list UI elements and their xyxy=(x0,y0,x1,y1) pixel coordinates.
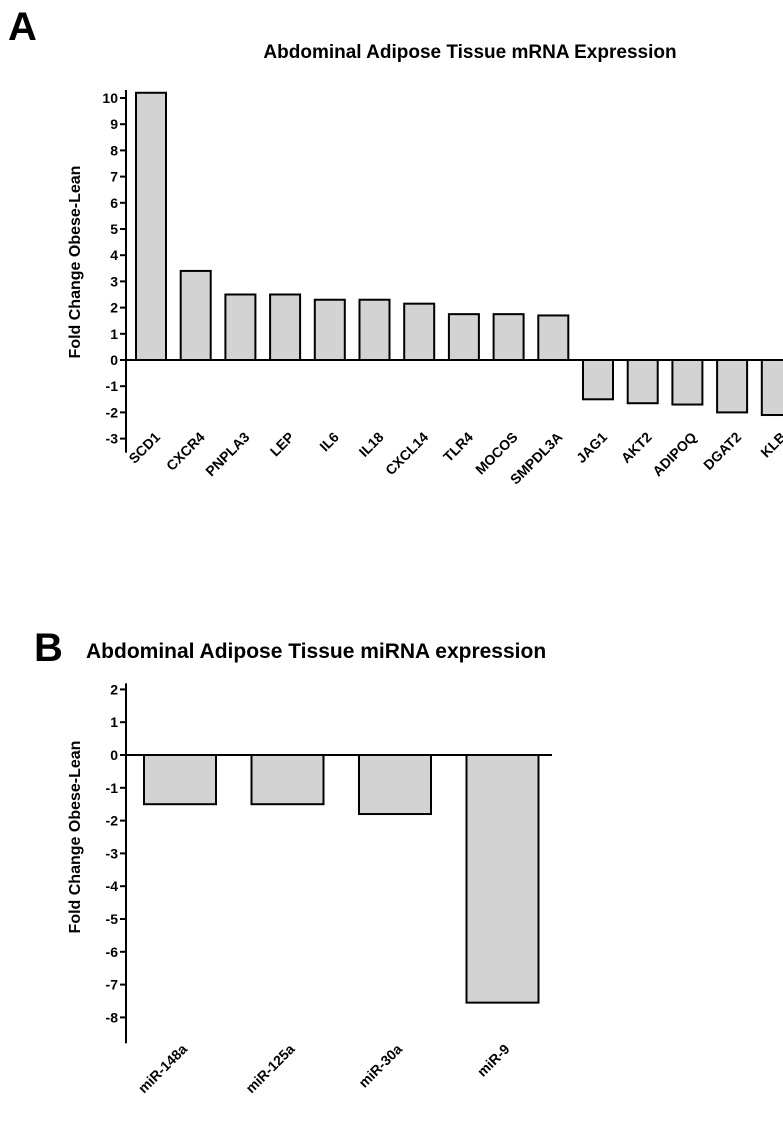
panel-a-category-label: DGAT2 xyxy=(700,429,744,473)
panel-b-letter: B xyxy=(34,626,63,670)
panel-a-y-tick-label: 5 xyxy=(110,221,118,237)
panel-a-category-label: ADIPOQ xyxy=(649,429,699,479)
panel-b-category-labels: miR-148a miR-125a miR-30a miR-9 xyxy=(135,1041,513,1096)
panel-b-y-tick-label: -1 xyxy=(106,780,119,796)
panel-b-y-tick-label: 0 xyxy=(110,747,118,763)
panel-a-category-label: JAG1 xyxy=(573,429,610,466)
panel-a-bar-dgat2 xyxy=(716,359,749,414)
panel-b-y-tick-label: -2 xyxy=(106,813,119,829)
panel-b-category-label: miR-148a xyxy=(135,1041,190,1096)
panel-b-bar-mir-9 xyxy=(465,754,540,1004)
panel-b-y-tick-label: -5 xyxy=(106,911,119,927)
panel-b: B Abdominal Adipose Tissue miRNA express… xyxy=(34,626,552,1096)
panel-b-y-tick-label: 2 xyxy=(110,681,118,697)
panel-a-category-label: CXCR4 xyxy=(163,429,208,474)
panel-a-category-label: KLB xyxy=(757,429,783,461)
panel-a-y-tick-label: 4 xyxy=(110,247,118,263)
panel-b-y-tick-label: -4 xyxy=(106,878,119,894)
panel-a-y-tick-label: 1 xyxy=(110,326,118,342)
panel-b-bar-mir-30a xyxy=(358,754,432,816)
panel-a-y-tick-label: -2 xyxy=(106,404,119,420)
panel-a-category-label: TLR4 xyxy=(440,429,476,465)
panel-b-bar-mir-125a xyxy=(250,754,325,806)
panel-a-title: Abdominal Adipose Tissue mRNA Expression xyxy=(263,42,676,63)
panel-a-category-label: LEP xyxy=(267,429,298,460)
panel-b-title: Abdominal Adipose Tissue miRNA expressio… xyxy=(86,640,546,663)
panel-b-category-label: miR-125a xyxy=(242,1041,297,1096)
panel-a-bar-adipoq xyxy=(671,359,704,406)
panel-a-bar-klb xyxy=(760,359,783,417)
panel-a-y-tick-label: 9 xyxy=(110,116,118,132)
panel-a-category-label: SCD1 xyxy=(125,429,163,467)
panel-b-y-tick-label: -3 xyxy=(106,845,119,861)
panel-b-y-tick-label: -6 xyxy=(106,944,119,960)
panel-a-bar-mocos xyxy=(492,313,525,361)
panel-a-bar-cxcr4 xyxy=(179,269,212,362)
panel-a-y-tick-label: 7 xyxy=(110,169,118,185)
panel-a-bar-scd1 xyxy=(135,91,167,361)
panel-a-category-label: IL6 xyxy=(316,429,342,455)
panel-b-y-tick-label: -8 xyxy=(106,1009,119,1025)
panel-a: A Abdominal Adipose Tissue mRNA Expressi… xyxy=(8,5,783,487)
panel-a-y-tick-label: 8 xyxy=(110,142,118,158)
panel-b-y-axis-label: Fold Change Obese-Lean xyxy=(67,741,84,934)
panel-a-bar-smpdl3a xyxy=(537,314,570,361)
panel-a-bars xyxy=(135,91,783,417)
panel-a-letter: A xyxy=(8,5,37,49)
panel-a-category-label: IL18 xyxy=(355,429,386,460)
panel-a-y-tick-label: 3 xyxy=(110,273,118,289)
panel-a-y-tick-label: 10 xyxy=(102,90,118,106)
panel-a-bar-jag1 xyxy=(582,359,614,401)
panel-a-bar-lep xyxy=(269,293,302,361)
panel-a-bar-pnpla3 xyxy=(224,293,257,361)
panel-a-bar-il18 xyxy=(358,298,391,361)
panel-a-category-label: AKT2 xyxy=(618,429,655,466)
panel-b-category-label: miR-30a xyxy=(355,1041,405,1091)
panel-a-bar-cxcl14 xyxy=(403,302,436,362)
panel-a-bar-akt2 xyxy=(626,359,659,405)
panel-a-y-tick-label: 2 xyxy=(110,300,118,316)
panel-a-bar-tlr4 xyxy=(447,313,480,361)
panel-b-bar-mir-148a xyxy=(143,754,217,806)
panel-a-category-label: CXCL14 xyxy=(382,429,431,478)
panel-a-y-tick-label: 0 xyxy=(110,352,118,368)
panel-b-y-tick-label: 1 xyxy=(110,714,118,730)
panel-a-category-label: PNPLA3 xyxy=(202,429,253,480)
panel-b-bars xyxy=(143,754,540,1004)
panel-a-y-tick-label: -3 xyxy=(106,431,119,447)
panel-a-y-tick-label: -1 xyxy=(106,378,119,394)
panel-b-y-tick-label: -7 xyxy=(106,977,119,993)
panel-b-category-label: miR-9 xyxy=(474,1041,513,1080)
panel-a-bar-il6 xyxy=(313,298,346,361)
panel-a-y-axis-label: Fold Change Obese-Lean xyxy=(67,166,84,359)
panel-a-y-tick-label: 6 xyxy=(110,195,118,211)
